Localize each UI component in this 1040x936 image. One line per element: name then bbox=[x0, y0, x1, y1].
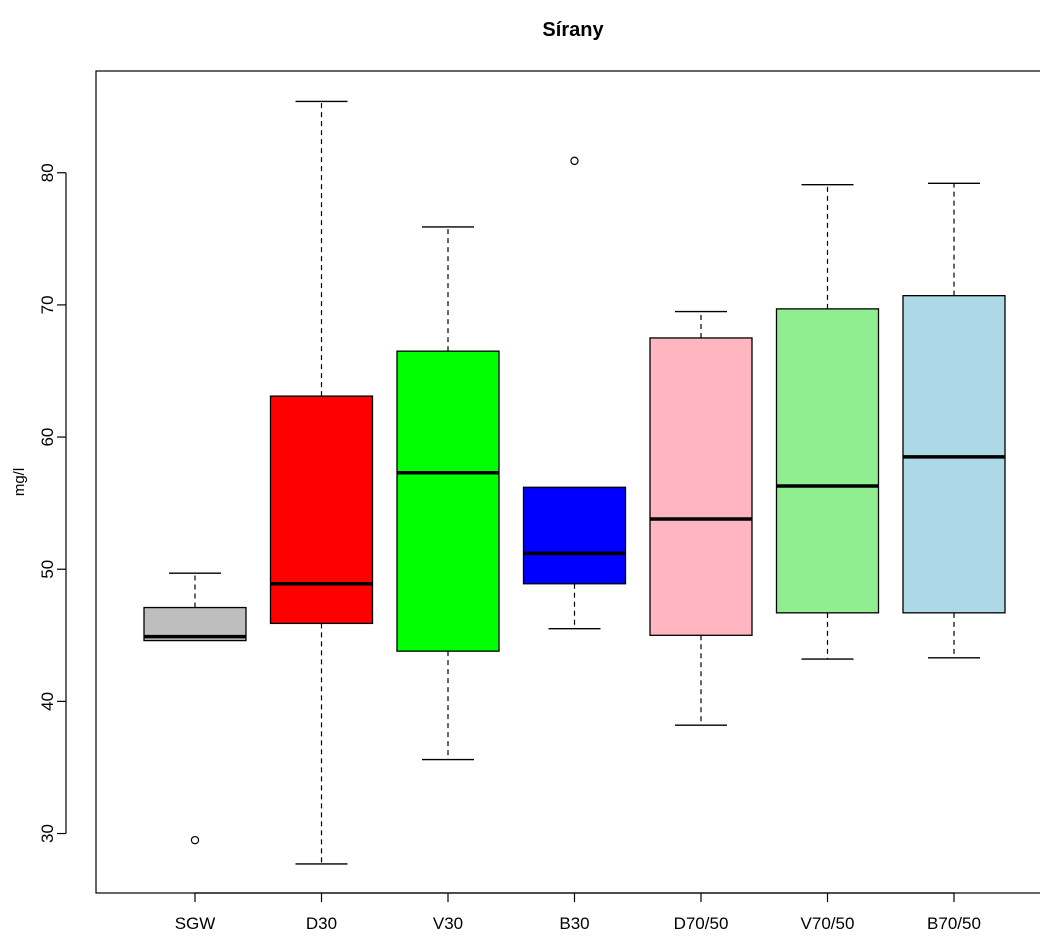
y-tick-label: 50 bbox=[38, 560, 57, 579]
outlier-point bbox=[570, 156, 579, 166]
box-sgw bbox=[143, 572, 247, 845]
x-tick-label: D70/50 bbox=[674, 914, 729, 933]
y-axis: 30 40 50 60 70 80 bbox=[38, 163, 67, 843]
box-body bbox=[522, 486, 627, 585]
chart-title: Sírany bbox=[542, 19, 604, 41]
x-tick-label: V30 bbox=[433, 914, 463, 933]
x-tick-label: B70/50 bbox=[927, 914, 981, 933]
y-tick-label: 40 bbox=[38, 692, 57, 711]
box-v30 bbox=[396, 226, 500, 761]
x-axis: SGW D30 V30 B30 D70/50 V70/50 B70/50 bbox=[175, 892, 981, 933]
y-tick-label: 30 bbox=[38, 824, 57, 843]
y-tick-label: 60 bbox=[38, 428, 57, 447]
box-body bbox=[269, 395, 374, 625]
box-body bbox=[775, 308, 880, 614]
plot-frame bbox=[95, 70, 1040, 894]
x-tick-label: V70/50 bbox=[801, 914, 855, 933]
box-body bbox=[902, 295, 1006, 614]
box-v70-50 bbox=[775, 183, 880, 660]
x-tick-label: D30 bbox=[306, 914, 337, 933]
y-tick-label: 80 bbox=[38, 163, 57, 182]
x-tick-label: B30 bbox=[559, 914, 589, 933]
box-d70-50 bbox=[649, 310, 753, 726]
box-b70-50 bbox=[902, 182, 1006, 659]
outlier-point bbox=[190, 835, 200, 845]
box-d30 bbox=[269, 100, 374, 865]
box-body bbox=[396, 350, 500, 652]
box-series bbox=[143, 100, 1006, 865]
y-axis-label: mg/l bbox=[11, 468, 28, 496]
box-b30 bbox=[522, 156, 627, 630]
x-tick-label: SGW bbox=[175, 914, 216, 933]
box-body bbox=[649, 337, 753, 636]
y-tick-label: 70 bbox=[38, 295, 57, 314]
